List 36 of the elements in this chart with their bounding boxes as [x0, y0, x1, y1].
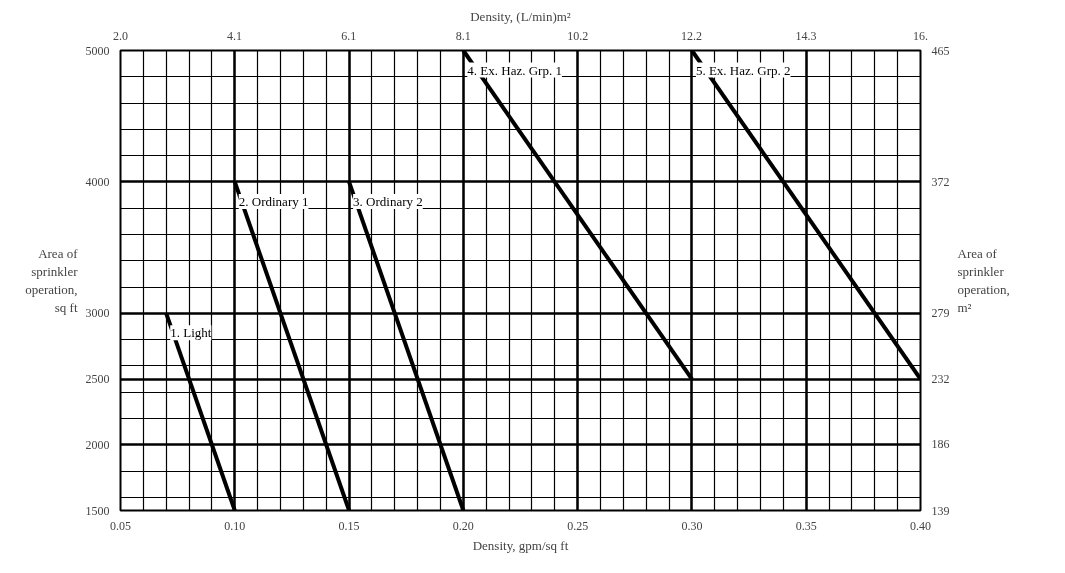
x-tick-label: 0.10: [224, 518, 246, 533]
series-label: 2. Ordinary 1: [238, 193, 309, 209]
x2-tick-label: 12.2: [681, 28, 703, 43]
x-tick-label: 0.25: [567, 518, 589, 533]
series-label: 3. Ordinary 2: [353, 193, 423, 209]
y-axis-title: Area of sprinkler operation, sq ft: [25, 246, 79, 315]
x-tick-label: 0.35: [795, 518, 817, 533]
x2-tick-label: 6.1: [341, 28, 357, 43]
y2-tick-label: 372: [931, 174, 950, 189]
x2-tick-label: 2.0: [113, 28, 128, 43]
series-label: 5. Ex. Haz. Grp. 2: [695, 62, 791, 78]
x-tick-label: 0.40: [910, 518, 931, 533]
y-tick-label: 2000: [85, 437, 110, 452]
x-tick-label: 0.30: [681, 518, 703, 533]
x-tick-label: 0.15: [338, 518, 360, 533]
y-tick-label: 5000: [85, 43, 110, 58]
x-axis-title: Density, gpm/sq ft: [472, 537, 569, 553]
y2-tick-label: 279: [931, 305, 950, 320]
series-label: 4. Ex. Haz. Grp. 1: [467, 62, 562, 78]
y-tick-label: 1500: [85, 503, 110, 518]
y2-axis-title: Area of sprinkler operation, m²: [957, 246, 1010, 315]
x2-tick-label: 8.1: [455, 28, 471, 43]
x2-tick-label: 16.: [913, 28, 928, 43]
y2-tick-label: 232: [931, 372, 950, 387]
x-tick-label: 0.20: [452, 518, 474, 533]
x2-tick-label: 10.2: [567, 28, 589, 43]
y-tick-label: 4000: [85, 174, 110, 189]
x2-axis-title: Density, (L/min)m²: [470, 8, 571, 24]
x-tick-label: 0.05: [110, 518, 131, 533]
y2-tick-label: 186: [931, 437, 950, 452]
x2-tick-label: 4.1: [226, 28, 242, 43]
x2-tick-label: 14.3: [795, 28, 817, 43]
y-tick-label: 3000: [85, 306, 110, 321]
y2-tick-label: 139: [931, 503, 950, 518]
y2-tick-label: 465: [931, 43, 950, 58]
y-tick-label: 2500: [85, 372, 110, 387]
